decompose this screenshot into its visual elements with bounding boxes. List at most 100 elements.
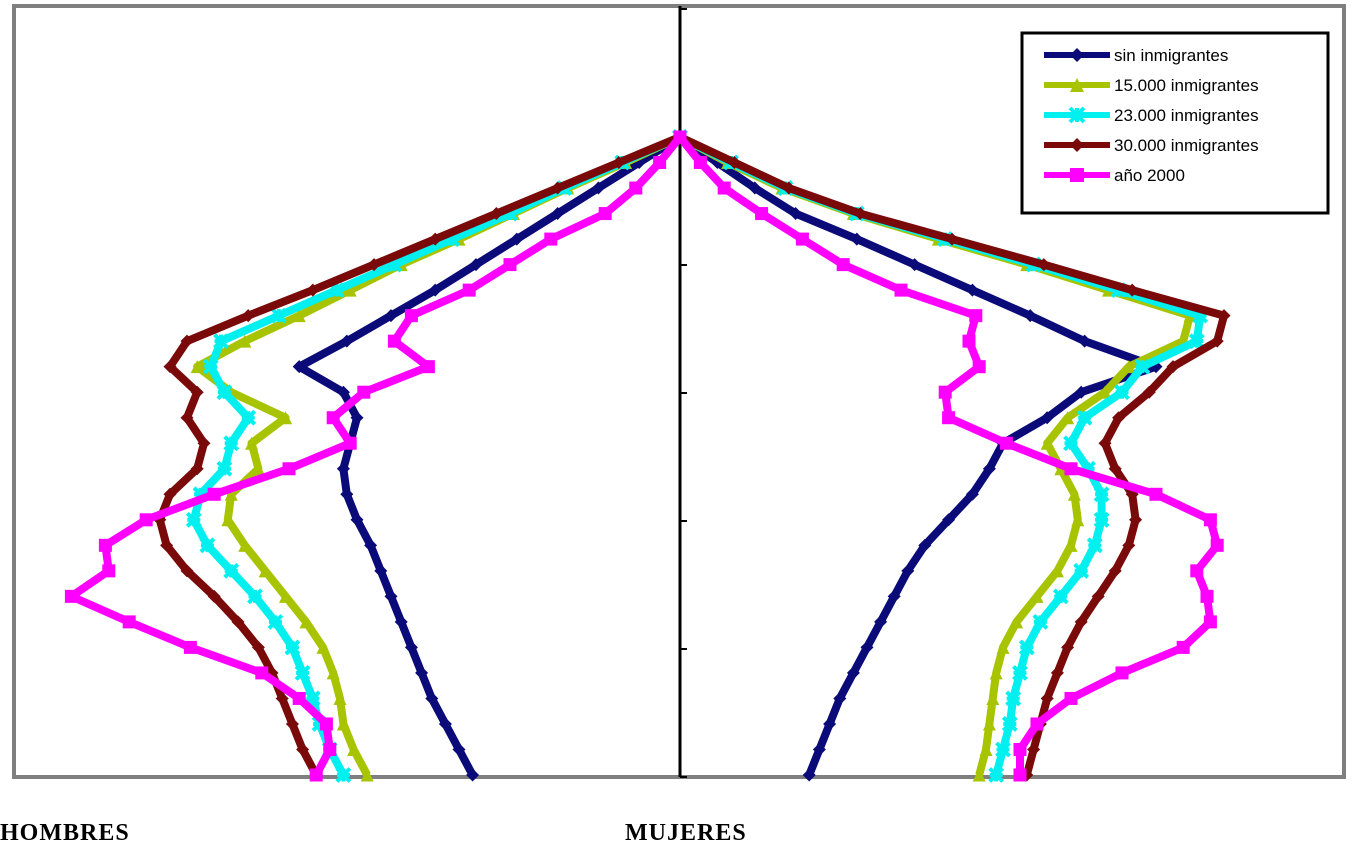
legend-entry: año 2000 [1044, 166, 1185, 185]
data-point-marker [1020, 768, 1034, 782]
data-point-marker [503, 258, 517, 272]
data-point-marker [1200, 589, 1214, 603]
data-point-marker [343, 283, 357, 297]
data-point-marker [1050, 666, 1064, 680]
series-line-male [67, 134, 684, 777]
data-point-marker [1134, 358, 1151, 375]
data-point-marker [223, 435, 240, 452]
data-point-marker [717, 181, 731, 195]
data-point-marker [850, 232, 864, 246]
data-point-marker [938, 385, 952, 399]
data-point-marker [1030, 717, 1044, 731]
data-point-marker [782, 181, 796, 195]
series-line-male [155, 133, 682, 777]
data-point-marker [160, 538, 174, 552]
data-point-marker [836, 258, 850, 272]
data-point-marker [1078, 334, 1092, 348]
data-point-marker [304, 690, 321, 707]
data-point-marker [551, 207, 565, 221]
data-point-marker [986, 691, 1000, 705]
data-point-marker [1067, 487, 1081, 501]
series-line-female [676, 134, 1222, 775]
data-point-marker [1115, 666, 1129, 680]
data-point-marker [489, 207, 503, 221]
data-point-marker [282, 462, 296, 476]
data-point-marker [1013, 742, 1027, 756]
data-point-marker [1063, 435, 1079, 452]
data-point-marker [452, 742, 466, 756]
data-point-marker [1071, 513, 1085, 527]
data-point-marker [1040, 411, 1054, 425]
data-point-marker [1203, 615, 1217, 629]
data-point-marker [296, 742, 310, 756]
data-point-marker [428, 232, 442, 246]
data-point-marker [190, 360, 204, 374]
data-point-marker [972, 360, 986, 374]
data-point-marker [425, 691, 439, 705]
data-point-marker [163, 487, 177, 501]
data-point-marker [629, 181, 643, 195]
legend-label: 30.000 inmigrantes [1114, 136, 1259, 155]
data-point-marker [853, 207, 867, 221]
data-point-marker [444, 231, 461, 247]
data-point-marker [216, 460, 233, 477]
legend: sin inmigrantes 15.000 inmigrantes 23.000 … [1020, 31, 1330, 215]
data-point-marker [207, 589, 221, 603]
data-point-marker [275, 691, 289, 705]
data-point-marker [180, 564, 194, 578]
series-4 [153, 130, 1231, 782]
data-point-marker [309, 768, 323, 782]
data-point-marker [982, 462, 996, 476]
data-point-marker [180, 334, 194, 348]
data-point-marker [294, 665, 311, 681]
data-point-marker [1203, 513, 1217, 527]
hombres-label: HOMBRES [0, 820, 130, 846]
data-point-marker [894, 283, 908, 297]
data-point-marker [1210, 334, 1224, 348]
data-point-marker [901, 564, 915, 578]
data-point-marker [1086, 537, 1103, 554]
data-point-marker [1064, 691, 1078, 705]
mujeres-label: MUJERES [625, 820, 747, 846]
data-point-marker [544, 232, 558, 246]
data-point-marker [989, 666, 1003, 680]
data-point-marker [1142, 385, 1156, 399]
data-point-marker [192, 486, 209, 503]
data-point-marker [789, 207, 803, 221]
data-point-marker [988, 767, 1005, 783]
data-point-marker [795, 232, 809, 246]
data-point-marker [502, 205, 518, 222]
series-1 [292, 130, 1163, 782]
data-point-marker [1108, 564, 1122, 578]
data-point-marker [270, 307, 287, 324]
data-point-marker [251, 462, 265, 476]
data-point-marker [240, 409, 257, 426]
data-point-marker [999, 436, 1013, 450]
data-point-marker [360, 768, 374, 782]
data-point-marker [918, 538, 932, 552]
data-point-marker [267, 613, 284, 630]
data-point-marker [428, 283, 442, 297]
data-point-marker [1149, 487, 1163, 501]
data-point-marker [1027, 742, 1041, 756]
data-point-marker [384, 309, 398, 323]
data-point-marker [185, 511, 202, 528]
legend-entry: 23.000 inmigrantes [1044, 106, 1259, 125]
data-point-marker [755, 207, 769, 221]
data-point-marker [1108, 462, 1122, 476]
data-point-marker [942, 411, 956, 425]
data-point-marker [336, 717, 350, 731]
data-point-marker [1073, 562, 1090, 579]
data-point-marker [995, 741, 1011, 758]
data-point-marker [874, 615, 888, 629]
data-point-marker [292, 360, 306, 374]
data-point-marker [1052, 588, 1069, 605]
data-point-marker [247, 588, 263, 605]
data-point-marker [306, 283, 320, 297]
data-point-marker [887, 589, 901, 603]
data-point-marker [1061, 411, 1075, 425]
data-point-marker [386, 256, 403, 273]
data-point-marker [1098, 436, 1112, 450]
data-point-marker [833, 691, 847, 705]
